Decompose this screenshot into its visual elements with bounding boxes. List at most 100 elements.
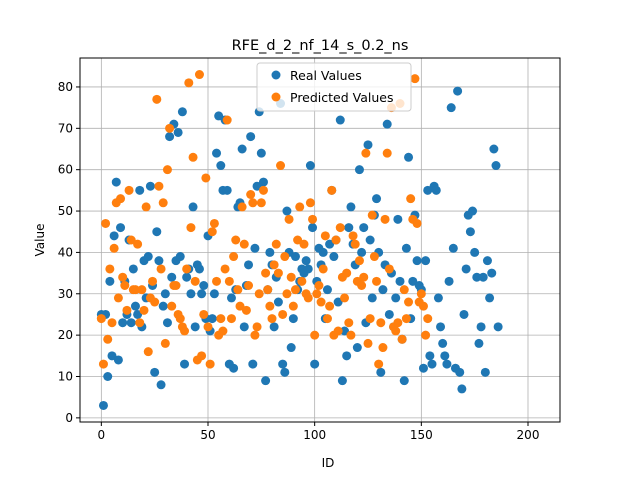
real-value-point xyxy=(391,293,401,303)
predicted-value-point xyxy=(282,289,292,299)
real-value-point xyxy=(128,264,138,274)
real-value-point xyxy=(491,161,501,171)
predicted-value-point xyxy=(376,318,386,328)
real-value-point xyxy=(329,252,339,262)
predicted-value-point xyxy=(384,264,394,274)
real-value-point xyxy=(493,322,503,332)
real-value-point xyxy=(468,206,478,216)
real-value-point xyxy=(465,227,475,237)
real-value-point xyxy=(453,86,463,96)
predicted-value-point xyxy=(182,264,192,274)
predicted-value-point xyxy=(120,281,130,290)
predicted-value-point xyxy=(406,194,416,204)
real-value-point xyxy=(246,132,256,142)
predicted-value-point xyxy=(354,256,364,266)
predicted-value-point xyxy=(310,330,320,340)
y-tick-label: 40 xyxy=(58,245,73,259)
predicted-value-point xyxy=(141,202,151,212)
x-tick-label: 50 xyxy=(200,428,215,442)
predicted-value-point xyxy=(416,289,426,299)
predicted-value-point xyxy=(399,285,409,295)
predicted-value-point xyxy=(154,181,164,191)
real-value-point xyxy=(103,372,113,381)
real-value-point xyxy=(404,152,414,162)
real-value-point xyxy=(359,223,369,233)
predicted-value-point xyxy=(216,314,226,324)
predicted-value-point xyxy=(303,293,313,303)
real-value-point xyxy=(209,289,219,299)
predicted-value-point xyxy=(316,297,326,307)
real-value-point xyxy=(135,185,145,195)
predicted-value-point xyxy=(156,264,166,274)
real-value-point xyxy=(476,322,486,332)
legend-label-real: Real Values xyxy=(290,68,362,83)
real-value-point xyxy=(393,214,403,224)
real-value-point xyxy=(395,276,405,286)
real-value-point xyxy=(455,367,465,377)
predicted-value-point xyxy=(175,314,185,324)
real-value-point xyxy=(427,359,437,369)
predicted-value-point xyxy=(207,227,217,237)
real-value-point xyxy=(143,252,153,262)
series-predicted-values xyxy=(96,70,433,369)
predicted-value-point xyxy=(113,293,123,303)
real-value-point xyxy=(197,289,207,299)
real-value-point xyxy=(175,252,185,262)
predicted-value-point xyxy=(103,334,113,344)
real-value-point xyxy=(190,322,200,332)
real-value-point xyxy=(229,363,239,373)
predicted-value-point xyxy=(273,268,283,278)
real-value-point xyxy=(290,252,300,262)
real-value-point xyxy=(485,293,495,303)
predicted-value-point xyxy=(320,231,330,241)
predicted-value-point xyxy=(286,272,296,282)
real-value-point xyxy=(442,359,452,369)
real-value-point xyxy=(265,247,275,257)
predicted-value-point xyxy=(318,264,328,274)
predicted-value-point xyxy=(380,214,390,224)
real-value-point xyxy=(116,223,126,233)
predicted-value-point xyxy=(162,165,172,175)
real-value-point xyxy=(384,309,394,319)
real-value-point xyxy=(252,181,262,191)
predicted-value-point xyxy=(186,223,196,233)
chart-title: RFE_d_2_nf_14_s_0.2_ns xyxy=(232,38,409,54)
predicted-value-point xyxy=(158,198,168,208)
real-value-point xyxy=(194,264,204,274)
predicted-value-point xyxy=(258,185,268,195)
real-value-point xyxy=(357,247,367,257)
real-value-point xyxy=(446,103,456,113)
y-tick-label: 10 xyxy=(58,370,73,384)
real-value-point xyxy=(280,367,290,377)
real-value-point xyxy=(412,256,422,266)
real-value-point xyxy=(448,243,458,253)
real-value-point xyxy=(288,314,298,324)
real-value-point xyxy=(188,202,198,212)
predicted-value-point xyxy=(295,202,305,212)
real-value-point xyxy=(160,289,170,299)
real-value-point xyxy=(333,297,343,307)
real-value-point xyxy=(425,351,435,361)
real-value-point xyxy=(308,223,318,233)
predicted-value-point xyxy=(333,326,343,336)
real-value-point xyxy=(98,400,108,410)
predicted-value-point xyxy=(312,289,322,299)
predicted-value-point xyxy=(378,343,388,353)
predicted-value-point xyxy=(167,301,177,311)
predicted-value-point xyxy=(254,289,264,299)
real-value-point xyxy=(133,309,143,319)
predicted-value-point xyxy=(350,239,360,249)
predicted-value-point xyxy=(241,305,251,315)
x-tick-label: 100 xyxy=(303,428,326,442)
predicted-value-point xyxy=(410,74,420,84)
real-value-point xyxy=(244,260,254,270)
real-value-point xyxy=(461,264,471,274)
predicted-value-point xyxy=(346,330,356,340)
real-value-point xyxy=(322,285,332,295)
predicted-value-point xyxy=(126,235,136,245)
real-value-point xyxy=(107,351,117,361)
predicted-value-point xyxy=(361,148,371,158)
predicted-value-point xyxy=(331,235,341,245)
predicted-value-point xyxy=(391,326,401,336)
real-value-point xyxy=(237,144,247,154)
